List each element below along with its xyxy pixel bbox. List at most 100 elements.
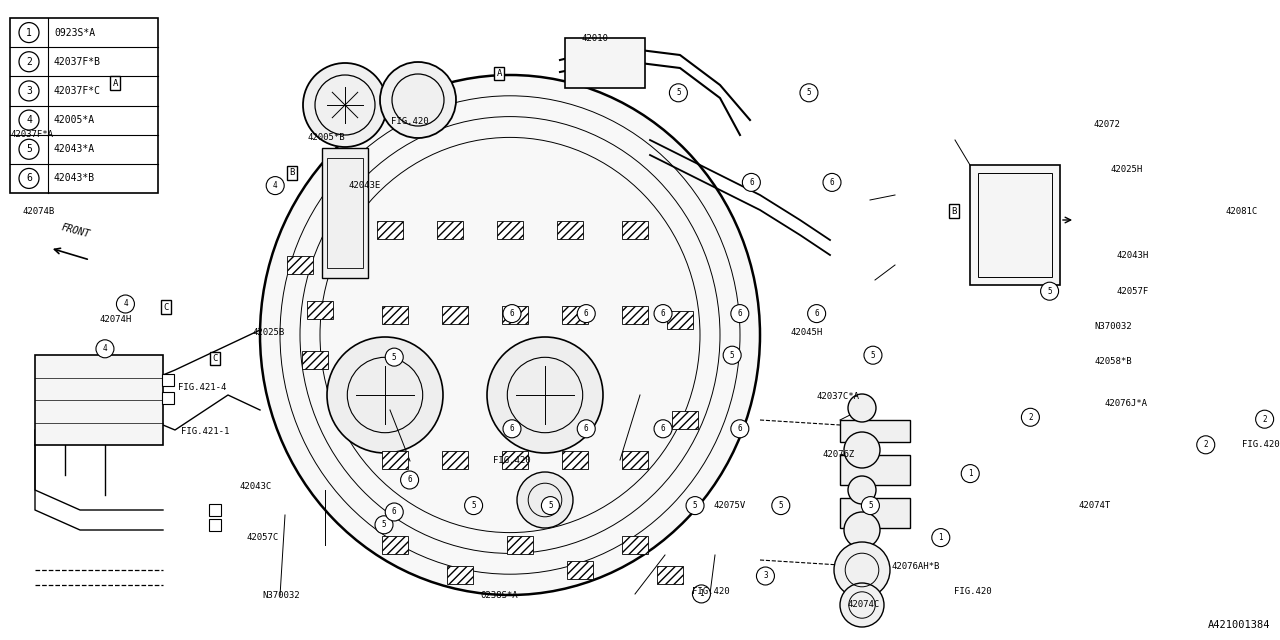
Text: 42074T: 42074T: [1078, 501, 1111, 510]
Circle shape: [844, 432, 881, 468]
Circle shape: [800, 84, 818, 102]
Text: 6: 6: [737, 309, 742, 318]
Text: 3: 3: [26, 86, 32, 96]
Text: 4: 4: [26, 115, 32, 125]
Circle shape: [742, 173, 760, 191]
Bar: [323, 148, 369, 278]
Text: 5: 5: [868, 501, 873, 510]
Circle shape: [577, 420, 595, 438]
Text: C: C: [164, 303, 169, 312]
Text: 42043H: 42043H: [1116, 252, 1149, 260]
Bar: [502, 451, 529, 469]
Bar: [442, 306, 468, 324]
Text: 6: 6: [660, 424, 666, 433]
Text: 2: 2: [1203, 440, 1208, 449]
Text: 5: 5: [1047, 287, 1052, 296]
Circle shape: [861, 497, 879, 515]
Text: FIG.420: FIG.420: [691, 588, 730, 596]
Bar: [622, 451, 648, 469]
Text: 0238S*A: 0238S*A: [480, 591, 518, 600]
Text: 1: 1: [938, 533, 943, 542]
Text: 6: 6: [660, 309, 666, 318]
Text: 42010: 42010: [582, 34, 608, 43]
Text: 42025H: 42025H: [1110, 165, 1143, 174]
Bar: [657, 566, 684, 584]
Circle shape: [401, 471, 419, 489]
Bar: [381, 451, 408, 469]
Circle shape: [932, 529, 950, 547]
Circle shape: [303, 63, 387, 147]
Circle shape: [808, 305, 826, 323]
Bar: [840, 498, 910, 528]
Circle shape: [835, 542, 890, 598]
Bar: [381, 536, 408, 554]
Circle shape: [465, 497, 483, 515]
Circle shape: [326, 337, 443, 453]
Text: 42072: 42072: [1094, 120, 1120, 129]
Bar: [287, 256, 314, 274]
Bar: [163, 392, 174, 404]
Circle shape: [1041, 282, 1059, 300]
Circle shape: [385, 348, 403, 366]
Bar: [622, 306, 648, 324]
Text: 42074B: 42074B: [22, 207, 55, 216]
Bar: [840, 455, 910, 485]
Bar: [302, 351, 328, 369]
Text: B: B: [951, 207, 956, 216]
Text: 5: 5: [806, 88, 812, 97]
Text: 5: 5: [381, 520, 387, 529]
Bar: [567, 561, 593, 579]
Bar: [978, 173, 1052, 277]
Text: 6: 6: [407, 476, 412, 484]
Text: 1: 1: [26, 28, 32, 38]
Text: 1: 1: [968, 469, 973, 478]
Text: 5: 5: [471, 501, 476, 510]
Text: 0923S*A: 0923S*A: [54, 28, 95, 38]
Text: N370032: N370032: [262, 591, 301, 600]
Circle shape: [577, 305, 595, 323]
Text: 1: 1: [699, 589, 704, 598]
Bar: [562, 306, 588, 324]
Text: 42043*A: 42043*A: [54, 144, 95, 154]
Text: 42043E: 42043E: [348, 181, 381, 190]
Text: 42043*B: 42043*B: [54, 173, 95, 184]
Bar: [209, 504, 221, 516]
Circle shape: [486, 337, 603, 453]
Circle shape: [961, 465, 979, 483]
Circle shape: [503, 420, 521, 438]
Circle shape: [380, 62, 456, 138]
Circle shape: [692, 585, 710, 603]
Text: 5: 5: [392, 353, 397, 362]
Text: 42045H: 42045H: [790, 328, 823, 337]
Text: B: B: [289, 168, 294, 177]
Circle shape: [19, 168, 38, 188]
Text: 42076Z: 42076Z: [822, 450, 855, 459]
Text: 3: 3: [763, 572, 768, 580]
Text: 5: 5: [548, 501, 553, 510]
Text: 6: 6: [737, 424, 742, 433]
Circle shape: [385, 503, 403, 521]
Circle shape: [116, 295, 134, 313]
Circle shape: [654, 305, 672, 323]
Text: A: A: [113, 79, 118, 88]
Bar: [507, 536, 532, 554]
Text: 4: 4: [123, 300, 128, 308]
Ellipse shape: [260, 75, 760, 595]
Circle shape: [654, 420, 672, 438]
Text: 42005*A: 42005*A: [54, 115, 95, 125]
Text: 42057C: 42057C: [246, 533, 279, 542]
Circle shape: [1197, 436, 1215, 454]
Bar: [442, 451, 468, 469]
Circle shape: [840, 583, 884, 627]
Circle shape: [19, 52, 38, 72]
Text: 6: 6: [509, 309, 515, 318]
Text: 42037C*A: 42037C*A: [817, 392, 860, 401]
Text: 42058*B: 42058*B: [1094, 357, 1133, 366]
Text: 42075V: 42075V: [713, 501, 746, 510]
Text: 5: 5: [778, 501, 783, 510]
Circle shape: [503, 305, 521, 323]
Text: A: A: [497, 69, 502, 78]
Bar: [970, 165, 1060, 285]
Text: 6: 6: [584, 424, 589, 433]
Bar: [35, 355, 163, 445]
